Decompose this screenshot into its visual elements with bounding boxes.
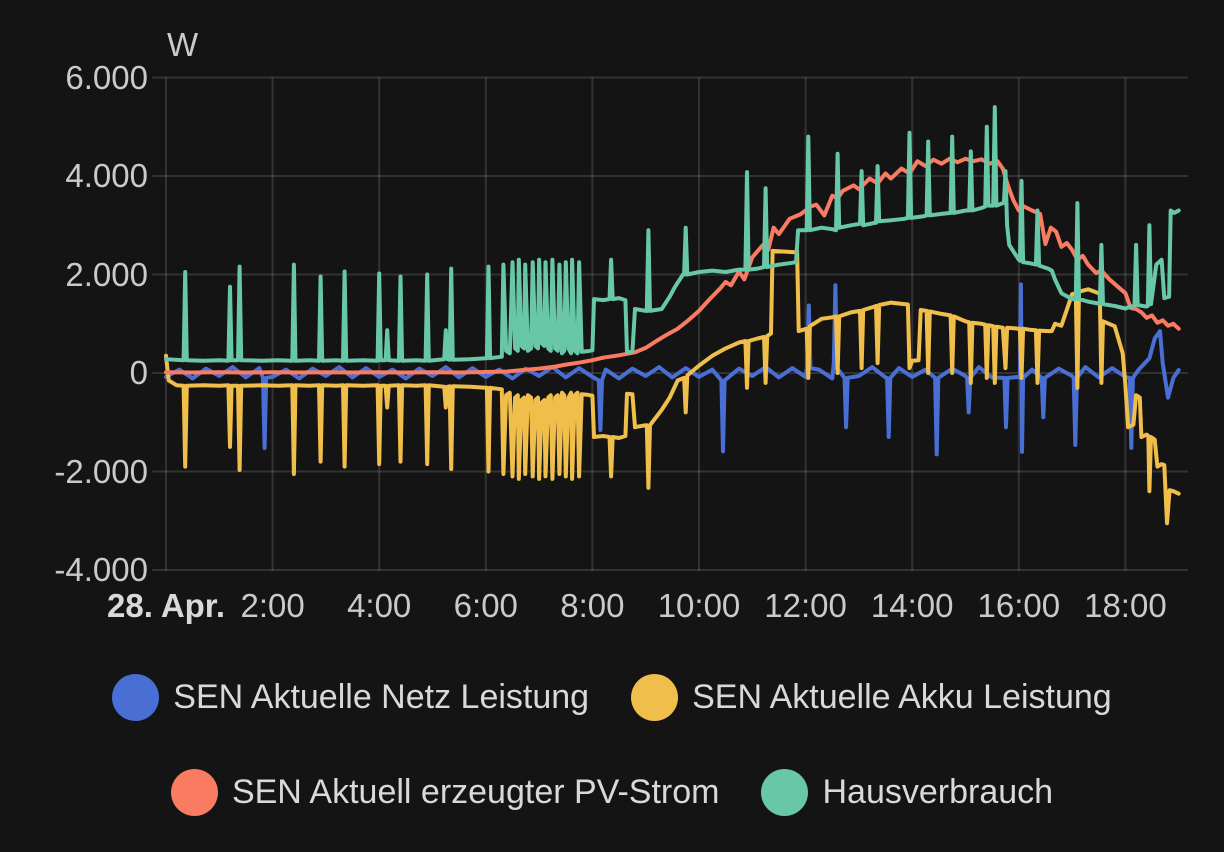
x-tick-label: 14:00 — [870, 587, 954, 624]
legend-label: SEN Aktuelle Netz Leistung — [173, 678, 590, 716]
x-tick-label: 18:00 — [1084, 587, 1167, 624]
legend-item-akku-leistung[interactable]: SEN Aktuelle Akku Leistung — [631, 674, 1112, 721]
y-tick-label: 2.000 — [65, 255, 148, 293]
legend-label: SEN Aktuell erzeugter PV-Strom — [231, 773, 720, 811]
legend-item-netz-leistung[interactable]: SEN Aktuelle Netz Leistung — [112, 674, 589, 721]
legend-item-hausverbrauch[interactable]: Hausverbrauch — [761, 769, 1053, 816]
legend-label: Hausverbrauch — [822, 773, 1054, 811]
power-chart-panel: W 6.000 4.000 2.000 0 -2.000 -4.000 28. Apr. 2… — [0, 0, 1224, 652]
legend-label: SEN Aktuelle Akku Leistung — [692, 678, 1112, 716]
x-tick-label: 8:00 — [560, 587, 625, 624]
grid — [152, 76, 1188, 571]
x-tick-label: 6:00 — [453, 587, 518, 624]
legend-color-dot-hausverbrauch — [761, 769, 809, 816]
x-tick-label: 2:00 — [240, 587, 305, 624]
legend-color-dot-akku — [631, 674, 679, 721]
x-tick-label: 10:00 — [657, 587, 741, 624]
legend-color-dot-netz — [112, 674, 160, 721]
series-line — [164, 105, 1181, 363]
y-axis-unit-label: W — [167, 26, 199, 63]
y-tick-label: -4.000 — [54, 551, 148, 588]
legend-row: SEN Aktuelle Netz Leistung SEN Aktuelle … — [0, 674, 1224, 721]
y-tick-label: 6.000 — [65, 58, 148, 96]
legend-item-pv-strom[interactable]: SEN Aktuell erzeugter PV-Strom — [170, 769, 720, 816]
legend-row: SEN Aktuell erzeugter PV-Strom Hausverbr… — [0, 769, 1224, 816]
chart-canvas[interactable] — [0, 0, 1224, 652]
x-tick-label: 4:00 — [347, 587, 412, 624]
series-line — [164, 156, 1181, 375]
x-tick-label: 16:00 — [977, 587, 1061, 624]
x-tick-label: 28. Apr. — [107, 587, 225, 624]
legend-color-dot-pv — [170, 769, 218, 816]
series-line — [164, 248, 1181, 526]
y-tick-label: 0 — [129, 354, 148, 391]
y-tick-label: 4.000 — [65, 157, 148, 194]
legend: SEN Aktuelle Netz Leistung SEN Aktuelle … — [0, 674, 1224, 816]
series-line — [164, 282, 1181, 457]
y-tick-label: -2.000 — [54, 452, 148, 490]
x-tick-label: 12:00 — [764, 587, 847, 624]
